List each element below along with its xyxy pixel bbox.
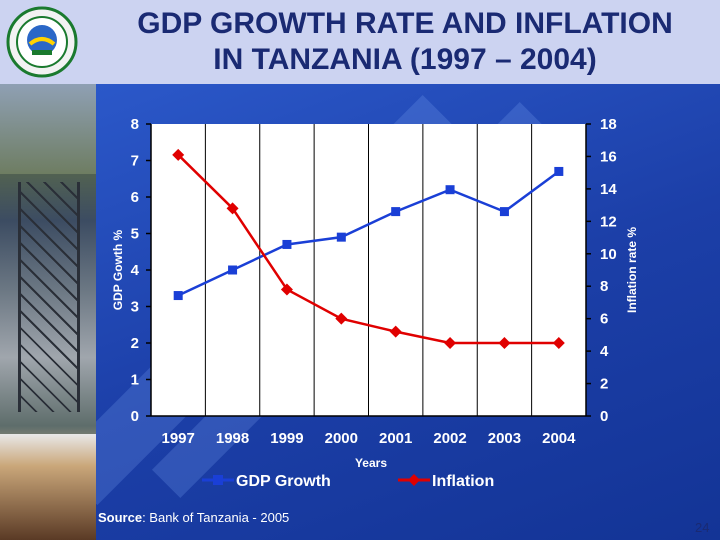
right-tick-label: 8	[600, 278, 608, 295]
legend: GDP Growth Inflation	[202, 473, 494, 490]
gdp-growth-point	[282, 239, 292, 249]
title-line-1: GDP GROWTH RATE AND INFLATION	[137, 7, 673, 40]
source-note: Source: Bank of Tanzania - 2005	[98, 510, 289, 525]
left-tick-label: 6	[131, 189, 139, 206]
inflation-point	[280, 283, 293, 296]
left-tick-label: 7	[131, 153, 139, 170]
gdp-growth-point	[336, 232, 346, 242]
x-tick-label: 2003	[488, 430, 521, 447]
legend-inflation-label: Inflation	[432, 473, 494, 490]
inflation-point	[226, 202, 239, 215]
inflation-line	[177, 153, 559, 345]
right-tick-label: 14	[600, 181, 617, 198]
x-tick-label: 1999	[270, 430, 303, 447]
inflation-point	[444, 337, 457, 349]
x-tick-label: 1998	[216, 430, 249, 447]
photo-mine-tower	[18, 182, 80, 412]
left-tick-label: 3	[131, 299, 139, 316]
legend-gdp-label: GDP Growth	[236, 473, 331, 490]
gdp-growth-point	[391, 207, 401, 217]
gdp-growth-line	[177, 170, 560, 297]
left-tick-label: 1	[131, 372, 139, 389]
source-text: : Bank of Tanzania - 2005	[142, 510, 290, 525]
right-tick-label: 4	[600, 343, 609, 360]
right-tick-label: 10	[600, 246, 617, 263]
right-tick-label: 2	[600, 376, 608, 393]
inflation-point	[552, 337, 565, 349]
left-tick-label: 5	[131, 226, 139, 243]
grid-lines	[204, 124, 533, 416]
gdp-growth-point	[554, 166, 564, 176]
source-label: Source	[98, 510, 143, 525]
legend-gdp-marker	[213, 475, 223, 485]
gdp-growth-point	[445, 185, 455, 195]
left-tick-label: 0	[131, 408, 139, 425]
tanzania-investment-centre-logo	[6, 6, 78, 78]
right-tick-label: 12	[600, 213, 617, 230]
x-tick-label: 2001	[379, 430, 412, 447]
left-tick-labels: 0 1 2 3 4 5 6 7 8	[131, 116, 151, 425]
header-bar	[0, 0, 720, 84]
inflation-point	[389, 325, 402, 338]
x-axis-title: Years	[355, 456, 387, 470]
inflation-point	[172, 148, 185, 161]
right-tick-label: 16	[600, 148, 617, 165]
right-tick-label: 0	[600, 408, 608, 425]
x-tick-label: 1997	[162, 430, 195, 447]
left-tick-label: 2	[131, 335, 139, 352]
left-tick-label: 8	[131, 116, 139, 133]
right-tick-label: 18	[600, 116, 617, 133]
inflation-point	[498, 337, 511, 349]
x-tick-label: 2002	[433, 430, 466, 447]
gdp-growth-point	[228, 265, 238, 275]
y2-axis-title: Inflation rate %	[625, 227, 639, 313]
photo-collage	[0, 84, 96, 540]
slide-title: GDP GROWTH RATE AND INFLATION IN TANZANI…	[90, 6, 720, 78]
gdp-growth-point	[499, 207, 509, 217]
inflation-point	[335, 312, 348, 325]
page-number: 24	[695, 520, 710, 535]
legend-inflation-marker	[408, 474, 420, 486]
right-tick-label: 6	[600, 311, 608, 328]
x-tick-label: 2000	[325, 430, 358, 447]
photo-workers	[0, 434, 96, 540]
series-lines	[177, 153, 560, 345]
left-tick-label: 4	[131, 262, 140, 279]
photo-wildlife	[0, 84, 96, 174]
right-tick-labels: 0 2 4 6 8 10 12 14 16 18	[586, 116, 617, 425]
title-line-2: IN TANZANIA (1997 – 2004)	[213, 43, 597, 76]
gdp-growth-point	[173, 291, 183, 301]
series-markers	[172, 148, 565, 349]
x-tick-label: 2004	[542, 430, 576, 447]
y-axis-title: GDP Gowth %	[111, 229, 125, 310]
x-tick-labels: 1997 1998 1999 2000 2001 2002 2003 2004	[162, 430, 577, 447]
